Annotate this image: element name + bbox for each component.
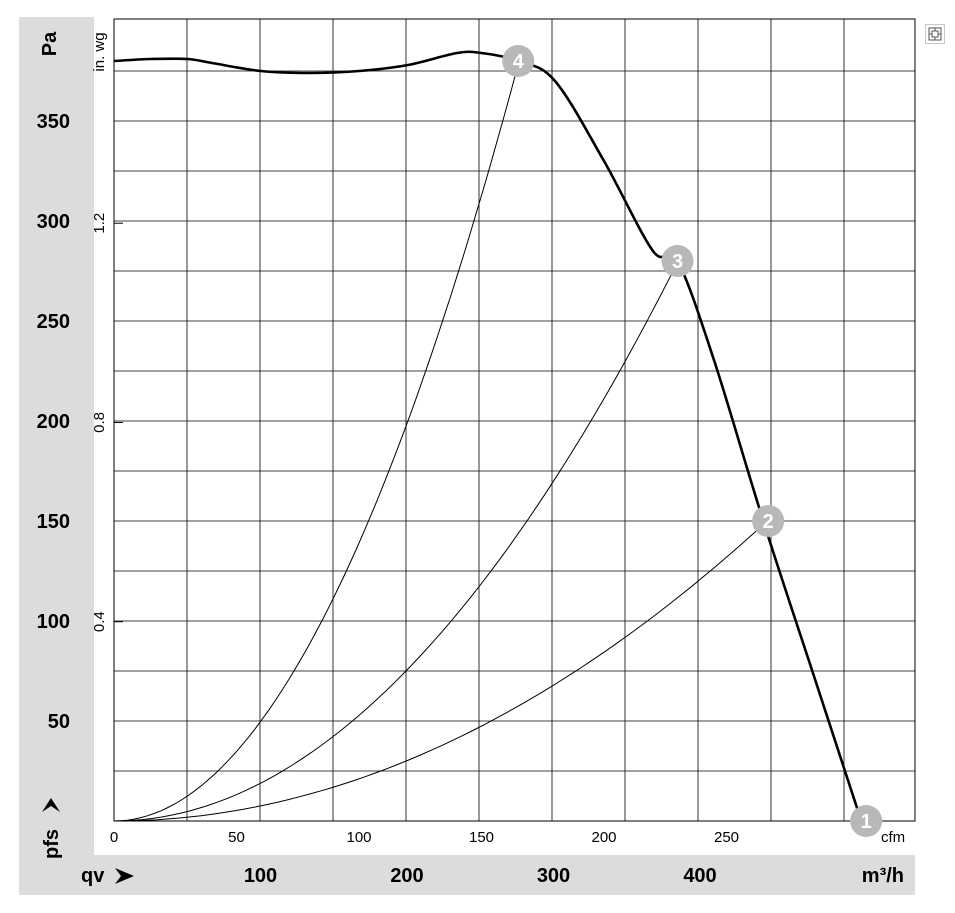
operating-point-label: 3: [672, 251, 683, 273]
m3h-axis-ticks: 100 200 300 400: [244, 865, 717, 887]
plot-border: [113, 18, 916, 822]
left-axis-tick-label: 300: [37, 211, 70, 233]
left-axis-tick-label: 250: [37, 311, 70, 333]
inner-axis-tick-label: 0.4: [91, 611, 108, 632]
pressure-symbol: pfs: [41, 829, 63, 859]
qv-label: qv: [81, 865, 105, 887]
operating-point-label: 1: [861, 811, 872, 833]
qv-arrow-icon: [115, 868, 134, 884]
grid: [114, 19, 915, 821]
fan-curve: [113, 50, 863, 822]
bottom-axis-tick-label: 250: [714, 829, 739, 846]
left-axis-band: [19, 17, 94, 855]
operating-point-marker: [502, 45, 535, 77]
bottom-axis-tick-label: 0: [110, 829, 118, 846]
m3h-axis-tick-label: 100: [244, 865, 277, 887]
m3h-axis-tick-label: 400: [683, 865, 716, 887]
operating-point-label: 2: [763, 511, 774, 533]
left-axis-tick-label: 150: [37, 511, 70, 533]
bottom-axis-band: [19, 855, 915, 895]
system-3: [113, 262, 678, 822]
operating-point-marker: [752, 505, 785, 537]
operating-point-marker: [661, 245, 694, 277]
system-curves: [113, 63, 769, 822]
bottom-axis-tick-label: 50: [228, 829, 245, 846]
bottom-axis-tick-label: 100: [346, 829, 371, 846]
bottom-axis-tick-label: 200: [591, 829, 616, 846]
left-axis-tick-label: 50: [48, 711, 70, 733]
left-axis-unit: Pa: [39, 31, 61, 56]
expand-icon: [928, 27, 942, 41]
bottom-axis-ticks: 0 50 100 150 200 250: [110, 829, 739, 846]
m3h-axis-unit: m³/h: [862, 865, 904, 887]
operating-point-marker: [850, 805, 883, 837]
inner-axis-ticks: 0.4 0.8 1.2: [91, 213, 123, 632]
bottom-axis-tick-label: 150: [469, 829, 494, 846]
inner-axis-unit: in. wg: [91, 32, 108, 71]
system-2: [113, 519, 769, 822]
expand-chart-button[interactable]: [925, 24, 945, 44]
operating-points: 1 2 3 4: [502, 45, 883, 837]
operating-point-label: 4: [513, 51, 525, 73]
left-axis-ticks: 50 100 150 200 250 300 350: [37, 111, 70, 733]
bottom-axis-unit: cfm: [881, 829, 905, 846]
left-axis-tick-label: 200: [37, 411, 70, 433]
m3h-axis-tick-label: 200: [390, 865, 423, 887]
system-4: [113, 63, 519, 822]
left-axis-tick-label: 350: [37, 111, 70, 133]
inner-axis-tick-label: 0.8: [91, 412, 108, 433]
pressure-arrow-icon: [42, 798, 60, 812]
left-axis-tick-label: 100: [37, 611, 70, 633]
inner-axis-tick-label: 1.2: [91, 213, 108, 234]
m3h-axis-tick-label: 300: [537, 865, 570, 887]
